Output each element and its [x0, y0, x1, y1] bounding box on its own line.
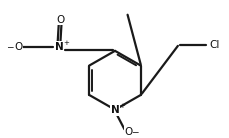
Text: O: O	[124, 127, 132, 137]
Text: Cl: Cl	[209, 40, 219, 50]
Text: +: +	[63, 40, 69, 46]
Text: O: O	[14, 42, 22, 52]
Text: −: −	[6, 42, 13, 51]
Text: +: +	[119, 103, 125, 109]
Text: N: N	[110, 105, 119, 115]
Text: N: N	[54, 42, 63, 52]
Text: O: O	[56, 15, 64, 25]
Text: −: −	[131, 127, 138, 136]
